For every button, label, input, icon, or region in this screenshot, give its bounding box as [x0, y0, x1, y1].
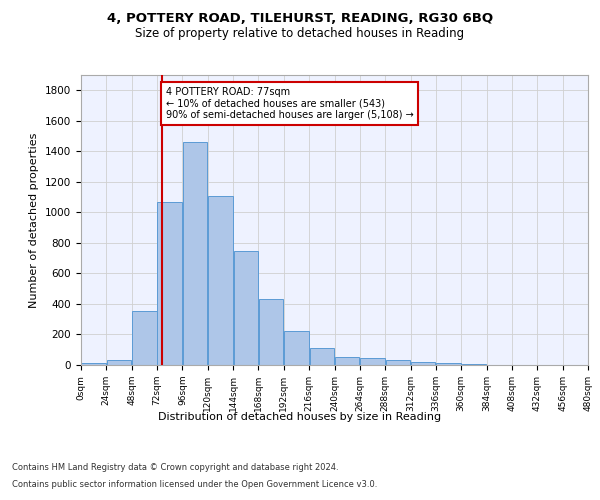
Bar — [335, 356, 359, 365]
Bar — [132, 311, 157, 365]
Bar — [259, 298, 283, 365]
Bar — [461, 364, 486, 365]
Text: Contains public sector information licensed under the Open Government Licence v3: Contains public sector information licen… — [12, 480, 377, 489]
Text: Contains HM Land Registry data © Crown copyright and database right 2024.: Contains HM Land Registry data © Crown c… — [12, 462, 338, 471]
Text: 4 POTTERY ROAD: 77sqm
← 10% of detached houses are smaller (543)
90% of semi-det: 4 POTTERY ROAD: 77sqm ← 10% of detached … — [166, 87, 413, 120]
Bar — [107, 360, 131, 365]
Bar — [157, 202, 182, 365]
Bar — [82, 364, 106, 365]
Text: Distribution of detached houses by size in Reading: Distribution of detached houses by size … — [158, 412, 442, 422]
Bar — [360, 358, 385, 365]
Bar — [183, 142, 208, 365]
Bar — [284, 330, 309, 365]
Bar — [233, 252, 258, 365]
Y-axis label: Number of detached properties: Number of detached properties — [29, 132, 40, 308]
Bar — [310, 348, 334, 365]
Bar — [411, 362, 436, 365]
Bar — [208, 196, 233, 365]
Text: Size of property relative to detached houses in Reading: Size of property relative to detached ho… — [136, 28, 464, 40]
Text: 4, POTTERY ROAD, TILEHURST, READING, RG30 6BQ: 4, POTTERY ROAD, TILEHURST, READING, RG3… — [107, 12, 493, 26]
Bar — [386, 360, 410, 365]
Bar — [436, 364, 461, 365]
